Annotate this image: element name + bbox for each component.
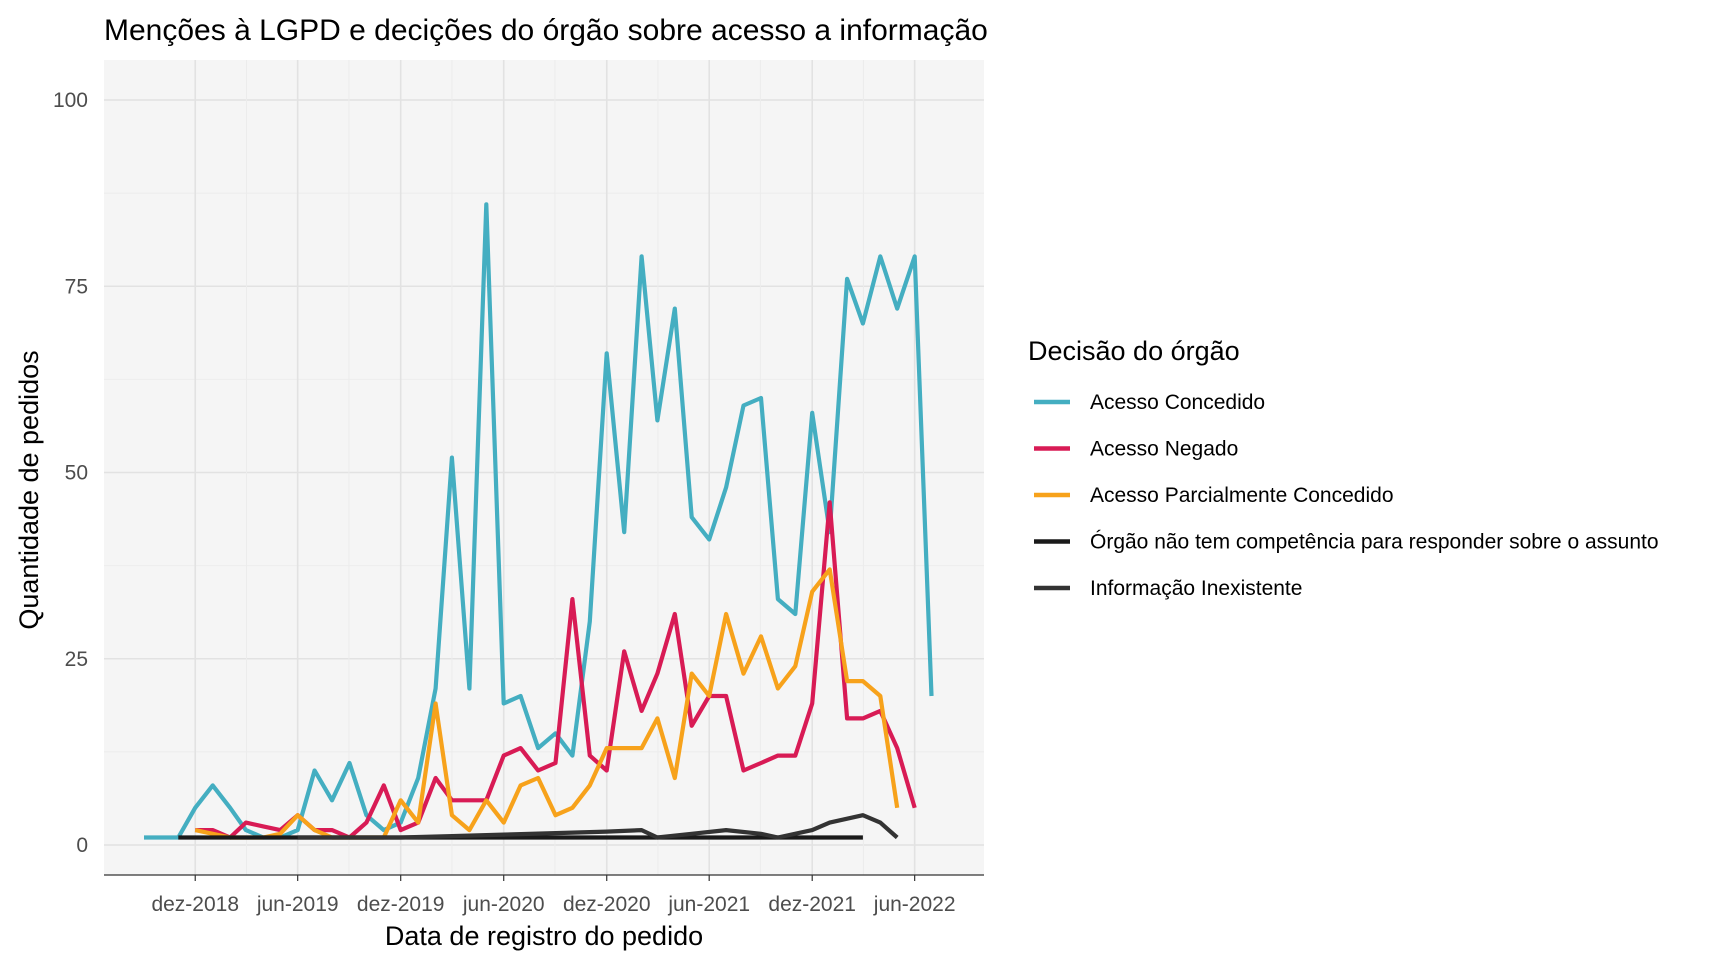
series-line-3 xyxy=(194,567,900,840)
plot-panel xyxy=(104,60,984,875)
legend-label-2: Acesso Negado xyxy=(1090,438,1238,461)
x-tick-label: dez-2020 xyxy=(563,893,651,916)
y-tick-label: 25 xyxy=(65,648,88,671)
legend-title: Decisão do órgão xyxy=(1028,336,1240,366)
legend-label-4: Órgão não tem competência para responder… xyxy=(1090,531,1659,554)
y-tick-label: 75 xyxy=(65,275,88,298)
legend-label-5: Informação Inexistente xyxy=(1090,577,1302,600)
x-tick-label: dez-2019 xyxy=(357,893,445,916)
x-tick-label: jun-2021 xyxy=(667,893,750,916)
y-tick-label: 100 xyxy=(53,89,88,112)
x-tick-label: jun-2019 xyxy=(256,893,339,916)
x-axis-label: Data de registro do pedido xyxy=(385,921,703,951)
legend-label-1: Acesso Concedido xyxy=(1090,391,1265,414)
legend-label-3: Acesso Parcialmente Concedido xyxy=(1090,484,1394,507)
x-tick-label: jun-2020 xyxy=(462,893,545,916)
y-tick-label: 50 xyxy=(65,462,88,485)
legend: Decisão do órgão Acesso Concedido Acesso … xyxy=(1028,336,1659,600)
x-tick-label: dez-2018 xyxy=(151,893,239,916)
x-tick-label: jun-2022 xyxy=(873,893,956,916)
chart-title: Menções à LGPD e decições do órgão sobre… xyxy=(104,14,988,47)
gridlines xyxy=(104,60,984,875)
y-tick-label: 0 xyxy=(76,834,88,857)
x-tick-label: dez-2021 xyxy=(768,893,856,916)
y-axis-label: Quantidade de pedidos xyxy=(14,350,44,629)
y-axis-ticks: 0 25 50 75 100 xyxy=(53,89,88,857)
series-line-5 xyxy=(297,813,899,840)
x-axis-ticks: dez-2018 jun-2019 dez-2019 jun-2020 dez-2020… xyxy=(151,875,956,916)
series-lines xyxy=(144,202,934,840)
